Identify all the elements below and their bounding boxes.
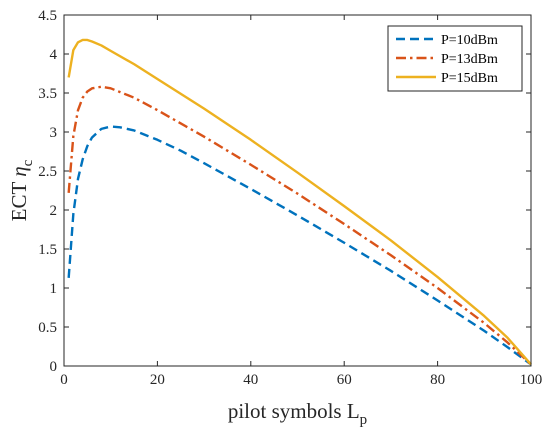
x-tick-label: 100 [520,372,543,388]
x-axis-title-main: pilot symbols L [228,399,360,423]
legend: P=10dBm P=13dBm P=15dBm [387,25,523,92]
x-tick-label: 40 [243,372,258,388]
y-tick-label: 1.5 [38,242,57,258]
legend-label-3: P=15dBm [441,71,498,86]
y-axis-title-main: ECT [7,177,31,222]
series-group [67,38,532,366]
y-axis-title: ECT ηc [7,159,36,221]
y-tick-label: 0.5 [38,320,57,336]
x-tick-label: 20 [150,372,165,388]
y-tick-label: 4.5 [38,8,57,24]
series-line-2 [67,85,532,366]
y-tick-label: 1 [50,281,58,297]
y-axis-title-subscript: c [20,159,36,166]
y-tick-label: 2 [50,203,58,219]
y-tick-label: 2.5 [38,164,57,180]
x-tick-label: 0 [60,372,68,388]
axes-box [63,14,532,367]
series-line-1 [67,125,532,366]
legend-label-1: P=10dBm [441,33,498,48]
y-tick-label: 3 [50,125,58,141]
y-axis-title-greek: η [7,166,31,176]
ticks-group: 0 20 40 60 80 100 0 0.5 1 1.5 2 2.5 3 3.5 4 4.5 [38,8,542,388]
series-line-3 [67,38,532,366]
x-tick-label: 80 [430,372,445,388]
y-tick-label: 4 [50,47,58,63]
y-tick-label: 3.5 [38,86,57,102]
x-tick-label: 60 [337,372,352,388]
axes-group [63,14,532,367]
x-axis-title-subscript: p [360,412,368,428]
x-axis-title: pilot symbols Lp [228,399,367,428]
legend-label-2: P=13dBm [441,52,498,67]
y-tick-label: 0 [50,359,58,375]
